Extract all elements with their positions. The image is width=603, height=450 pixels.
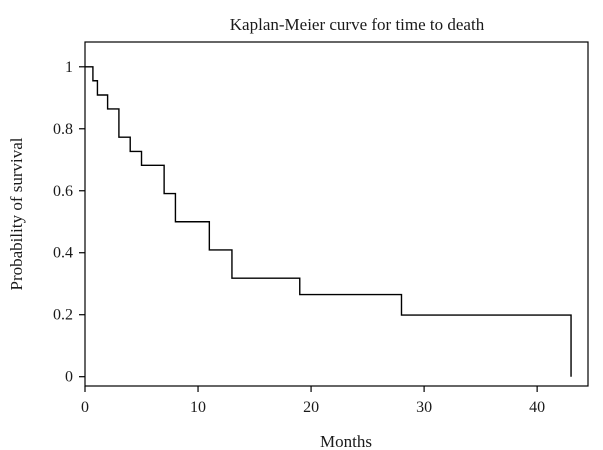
x-tick-label: 40 (529, 399, 545, 416)
y-tick-label: 0.4 (53, 245, 73, 262)
y-tick-label: 1 (65, 59, 73, 76)
x-tick-label: 30 (416, 399, 432, 416)
y-tick-label: 0.8 (53, 121, 73, 138)
y-axis: 0 0.2 0.4 0.6 0.8 1 (53, 59, 85, 386)
x-tick-label: 0 (81, 399, 89, 416)
x-axis: 0 10 20 30 40 (81, 386, 545, 416)
y-tick-label: 0.2 (53, 307, 73, 324)
x-axis-label: Months (320, 432, 372, 450)
y-tick-label: 0.6 (53, 183, 73, 200)
y-tick-label: 0 (65, 369, 73, 386)
x-tick-label: 10 (190, 399, 206, 416)
plot-area-frame (84, 41, 589, 387)
y-axis-label: Probability of survival (7, 137, 26, 290)
survival-step-curve (85, 66, 572, 377)
chart-title: Kaplan-Meier curve for time to death (230, 15, 485, 34)
x-tick-label: 20 (303, 399, 319, 416)
